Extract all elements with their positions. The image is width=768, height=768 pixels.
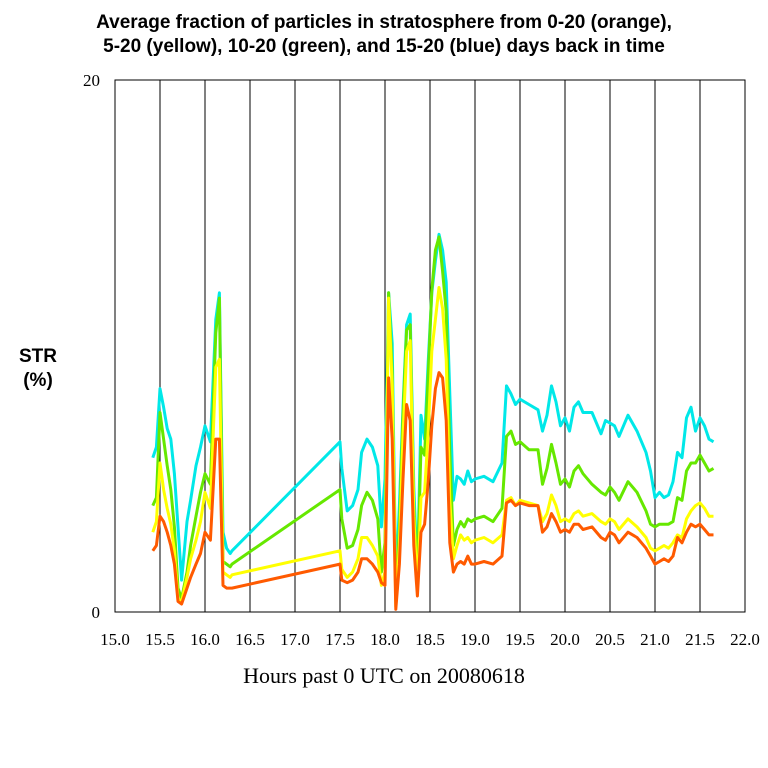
y-tick-label-0: 0 xyxy=(92,603,101,622)
x-tick-label-9: 19.5 xyxy=(505,630,535,649)
x-axis-label: Hours past 0 UTC on 20080618 xyxy=(243,663,525,688)
series-line-3 xyxy=(151,371,714,611)
x-tick-label-7: 18.5 xyxy=(415,630,445,649)
y-tick-label-1: 20 xyxy=(83,71,100,90)
x-tick-label-4: 17.0 xyxy=(280,630,310,649)
series-line-2 xyxy=(151,286,714,609)
y-tick-labels: 0 20 xyxy=(83,71,100,622)
x-tick-label-6: 18.0 xyxy=(370,630,400,649)
vertical-gridlines xyxy=(159,80,701,612)
x-tick-label-11: 20.5 xyxy=(595,630,625,649)
plot-area xyxy=(114,79,746,613)
x-tick-label-13: 21.5 xyxy=(685,630,715,649)
y-axis-label-line-2: (%) xyxy=(23,370,53,391)
x-tick-labels: 15.0 15.5 16.0 16.5 17.0 17.5 18.0 18.5 19.0 19.5… xyxy=(100,630,760,649)
x-tick-label-10: 20.0 xyxy=(550,630,580,649)
x-tick-label-8: 19.0 xyxy=(460,630,490,649)
x-tick-label-5: 17.5 xyxy=(325,630,355,649)
x-tick-label-14: 22.0 xyxy=(730,630,760,649)
x-tick-label-2: 16.0 xyxy=(190,630,220,649)
x-tick-label-12: 21.0 xyxy=(640,630,670,649)
series-lines xyxy=(151,232,715,611)
x-tick-label-1: 15.5 xyxy=(145,630,175,649)
y-axis-label-line-1: STR xyxy=(19,346,57,367)
x-tick-label-0: 15.0 xyxy=(100,630,130,649)
chart-title-line-1: Average fraction of particles in stratos… xyxy=(96,12,672,33)
chart-title-line-2: 5-20 (yellow), 10-20 (green), and 15-20 … xyxy=(103,36,665,57)
x-tick-label-3: 16.5 xyxy=(235,630,265,649)
